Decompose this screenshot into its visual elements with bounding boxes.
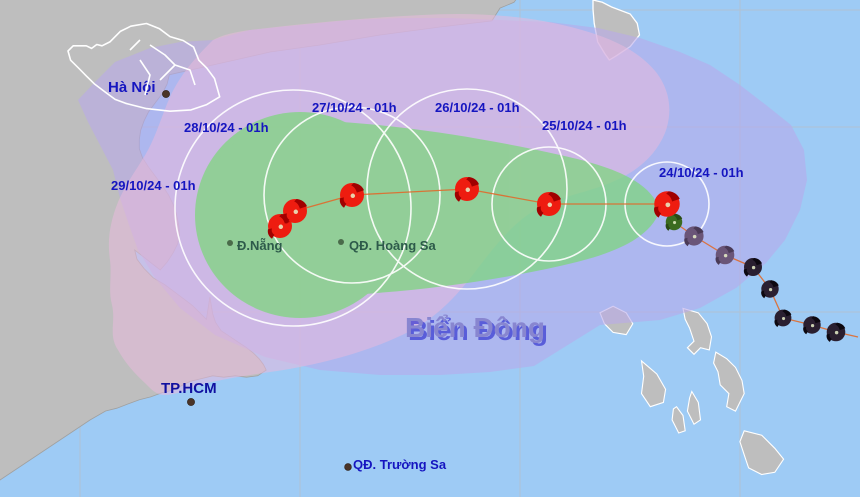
svg-text:Đ.Nẵng: Đ.Nẵng [237, 238, 283, 253]
svg-text:TP.HCM: TP.HCM [161, 380, 217, 397]
svg-text:29/10/24 - 01h: 29/10/24 - 01h [111, 178, 196, 193]
svg-text:Biển Đông: Biển Đông [405, 312, 545, 343]
svg-text:QĐ. Hoàng Sa: QĐ. Hoàng Sa [349, 238, 436, 253]
svg-text:QĐ. Trường Sa: QĐ. Trường Sa [353, 457, 447, 472]
svg-text:24/10/24 - 01h: 24/10/24 - 01h [659, 165, 744, 180]
svg-text:27/10/24 - 01h: 27/10/24 - 01h [312, 100, 397, 115]
svg-text:26/10/24 - 01h: 26/10/24 - 01h [435, 100, 520, 115]
svg-text:28/10/24 - 01h: 28/10/24 - 01h [184, 120, 269, 135]
svg-text:25/10/24 - 01h: 25/10/24 - 01h [542, 118, 627, 133]
